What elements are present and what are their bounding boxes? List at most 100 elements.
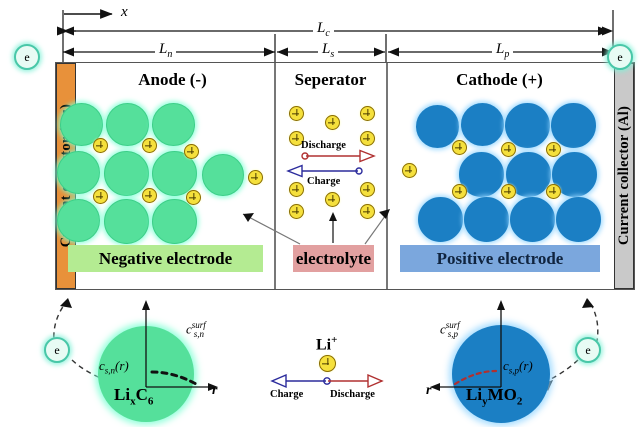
anode-inset-material-label: LixC6 [114, 385, 154, 408]
cathode-inset-material-label: LiyMO2 [466, 385, 523, 408]
electron-icon-right-top: e [607, 44, 633, 70]
dim-label-ln: Ln [155, 41, 177, 60]
dim-label-lp: Lp [492, 41, 514, 60]
anode-particle [104, 199, 149, 244]
anode-particle [57, 199, 100, 242]
electron-icon-left-top: e [14, 44, 40, 70]
lithium-ion [289, 204, 304, 219]
region-title-anode: Anode (-) [138, 70, 207, 89]
anode-particle [152, 103, 195, 146]
lithium-ion [360, 106, 375, 121]
anode-particle [104, 151, 149, 196]
electron-icon-cathode-inset: e [575, 337, 601, 363]
legend-discharge-label: Discharge [330, 389, 375, 400]
cathode-material-tail-sub: 2 [516, 395, 523, 408]
lithium-ion [289, 131, 304, 146]
lithium-ion [452, 184, 467, 199]
chip-electrolyte: electrolyte [293, 245, 374, 272]
separator-right-boundary [386, 63, 388, 289]
anode-inset-surface-conc-label: csurfs,n [186, 320, 206, 339]
dim-label-x: x [117, 4, 132, 21]
anode-conc-sub: s,n [104, 365, 116, 376]
lithium-ion [142, 188, 157, 203]
lithium-ion [248, 170, 263, 185]
cathode-inset-surface-conc-label: csurfs,p [440, 320, 460, 339]
cathode-inset-concentration-label: cs,p(r) [503, 358, 533, 376]
dim-label-lp-sub: p [504, 49, 510, 60]
lithium-ion [546, 184, 561, 199]
lithium-ion [325, 192, 340, 207]
separator-discharge-label: Discharge [301, 140, 346, 151]
lithium-ion [546, 142, 561, 157]
anode-material-tail: C [135, 385, 148, 404]
lithium-ion [325, 115, 340, 130]
anode-conc-arg: (r) [115, 358, 129, 373]
lithium-ion [501, 184, 516, 199]
cathode-surf-sub: s,p [447, 328, 459, 339]
legend-lithium-ion [319, 355, 336, 372]
lithium-ion [142, 138, 157, 153]
region-title-separator: Seperator [294, 70, 367, 89]
anode-inset-concentration-label: cs,n(r) [99, 358, 129, 376]
electron-label: e [24, 49, 30, 64]
dim-label-ln-sub: n [167, 49, 173, 60]
electron-label: e [617, 49, 623, 64]
cathode-particle [551, 103, 596, 148]
lithium-ion [360, 182, 375, 197]
lithium-ion [402, 163, 417, 178]
anode-material-sub: x [130, 395, 136, 408]
dim-label-lc: Lc [313, 20, 334, 39]
anode-material-tail-sub: 6 [147, 395, 154, 408]
electron-label: e [54, 342, 60, 357]
region-title-cathode: Cathode (+) [456, 70, 543, 89]
legend-species-sup: + [331, 334, 338, 346]
anode-particle [106, 103, 149, 146]
separator-left-boundary [274, 63, 276, 289]
legend-charge-label: Charge [270, 389, 304, 400]
cathode-conc-arg: (r) [519, 358, 533, 373]
legend-species-label: Li+ [316, 334, 338, 354]
chip-positive-electrode: Positive electrode [400, 245, 600, 272]
anode-particle [57, 151, 100, 194]
cathode-conc-sub: s,p [508, 365, 520, 376]
lithium-ion [186, 190, 201, 205]
chip-negative-electrode: Negative electrode [68, 245, 263, 272]
cathode-particle [510, 197, 555, 242]
separator-charge-label: Charge [307, 176, 341, 187]
electron-label: e [585, 342, 591, 357]
dim-label-lc-sub: c [325, 28, 330, 39]
anode-particle [202, 154, 244, 196]
lithium-ion [93, 138, 108, 153]
cathode-material-tail: MO [487, 385, 517, 404]
cathode-particle [464, 197, 509, 242]
cathode-material-sub: y [482, 395, 488, 408]
lithium-ion [360, 131, 375, 146]
lithium-ion [289, 182, 304, 197]
anode-surf-sup: surf [191, 320, 206, 330]
electron-icon-anode-inset: e [44, 337, 70, 363]
lithium-ion [452, 140, 467, 155]
cathode-particle [461, 103, 504, 146]
lithium-ion [360, 204, 375, 219]
lithium-ion [289, 106, 304, 121]
lithium-ion [93, 189, 108, 204]
lithium-ion [501, 142, 516, 157]
cathode-surf-sup: surf [445, 320, 460, 330]
cathode-particle [416, 105, 459, 148]
anode-particle [152, 199, 197, 244]
dim-label-ls: Ls [318, 41, 339, 60]
anode-inset-radial-axis-label: r [212, 383, 218, 398]
cathode-inset-radial-axis-label: r [426, 383, 432, 398]
anode-surf-sub: s,n [193, 328, 205, 339]
dim-label-ls-sub: s [330, 49, 335, 60]
cathode-particle [418, 197, 463, 242]
cathode-particle [505, 103, 550, 148]
lithium-ion [184, 144, 199, 159]
cathode-particle [556, 197, 601, 242]
